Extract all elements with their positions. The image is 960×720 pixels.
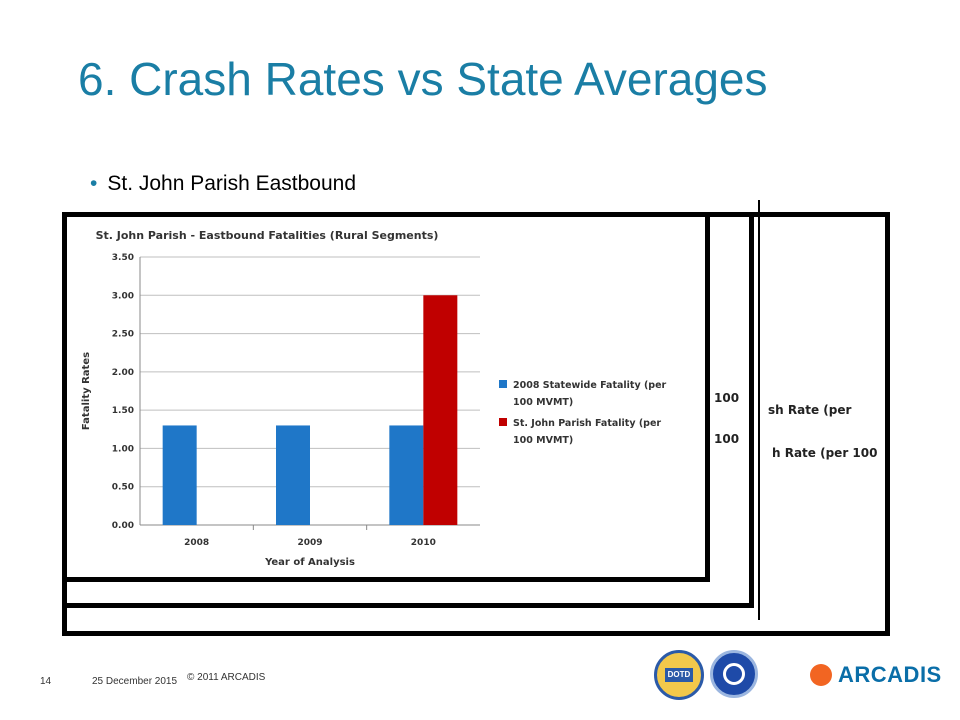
arcadis-wordmark: ARCADIS [838,662,942,687]
y-tick-label: 0.00 [112,521,134,531]
y-axis-label: Fatality Rates [81,352,92,430]
legend-label-parish: St. John Parish Fatality (per 100 MVMT) [513,418,661,446]
footer-date: 25 December 2015 [92,676,178,687]
hidden-text-fragment: h Rate (per 100 [772,446,878,460]
vertical-line [758,200,760,620]
y-tick-label: 2.00 [112,368,134,378]
y-tick-label: 1.50 [112,406,134,416]
bullet-text: St. John Parish Eastbound [107,172,357,195]
bullet-dot-icon: • [90,172,98,195]
x-axis-label: Year of Analysis [264,557,355,568]
fhwa-seal-icon [710,650,758,698]
y-tick-label: 1.00 [112,444,134,454]
hidden-text-fragment: 100 [714,432,740,446]
bullet-item: • St. John Parish Eastbound [90,172,356,196]
x-tick-label: 2009 [297,538,322,548]
bar-parish-2010 [423,295,458,525]
y-tick-label: 0.50 [112,483,134,493]
x-tick-label: 2008 [184,538,209,548]
fatality-bar-chart: St. John Parish - Eastbound Fatalities (… [81,229,667,568]
legend-swatch-statewide [499,380,507,388]
bar-statewide-2009 [276,425,310,525]
slide-title: 6. Crash Rates vs State Averages [78,53,768,105]
page-number: 14 [40,676,52,687]
hidden-text-fragment: sh Rate (per [768,403,852,417]
chart-title: St. John Parish - Eastbound Fatalities (… [96,229,439,242]
hidden-text-fragment: 100 [714,391,740,405]
bar-statewide-2008 [162,425,197,525]
bar-statewide-2010 [389,425,424,525]
x-tick-label: 2010 [411,538,436,548]
legend-label-statewide: 2008 Statewide Fatality (per 100 MVMT) [513,380,667,408]
dotd-seal-icon: DOTD [654,650,704,700]
dotd-seal-label: DOTD [665,668,693,682]
y-tick-label: 3.50 [112,253,134,263]
arcadis-mark-icon [810,664,832,686]
y-tick-label: 2.50 [112,330,134,340]
y-tick-label: 3.00 [112,291,134,301]
legend-swatch-parish [499,418,507,426]
footer-copyright: © 2011 ARCADIS [187,672,266,683]
arcadis-logo: ARCADIS [810,662,942,688]
